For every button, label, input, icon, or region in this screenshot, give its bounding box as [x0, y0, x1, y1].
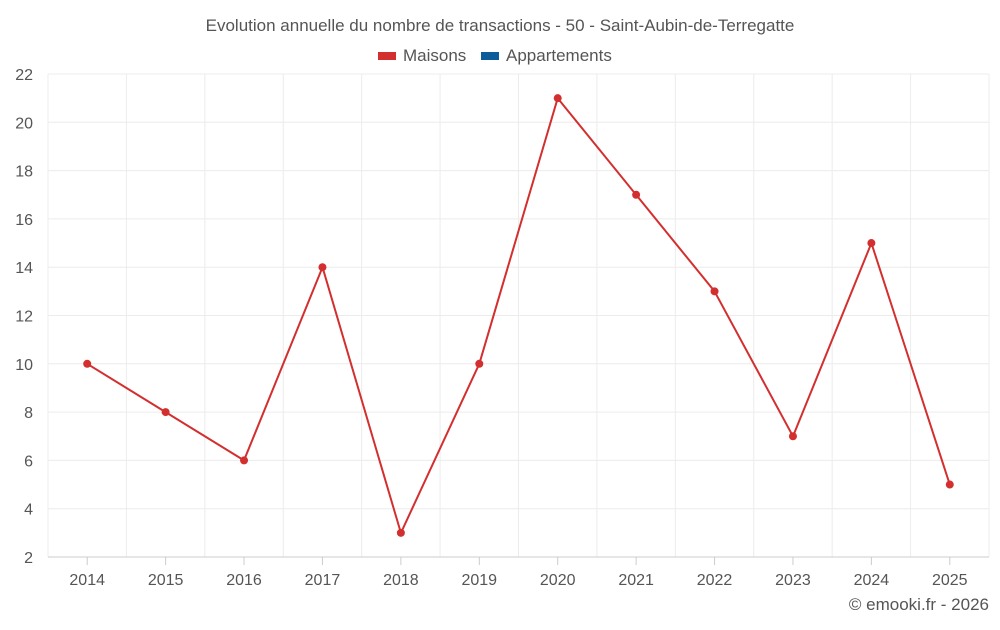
y-tick-label: 4 — [24, 502, 33, 519]
data-point — [553, 94, 562, 103]
x-tick-label: 2017 — [305, 572, 341, 589]
x-tick-label: 2024 — [854, 572, 890, 589]
x-tick-label: 2023 — [775, 572, 811, 589]
legend-swatch-appartements — [481, 52, 499, 60]
data-point — [867, 239, 876, 248]
data-point — [710, 287, 719, 296]
data-point — [83, 359, 92, 368]
series-maisons — [83, 94, 954, 537]
legend-item-appartements[interactable]: Appartements — [481, 46, 612, 65]
x-tick-label: 2022 — [697, 572, 733, 589]
legend-swatch-maisons — [378, 52, 396, 60]
y-tick-label: 16 — [15, 212, 33, 229]
grid — [47, 73, 990, 558]
data-point — [788, 432, 797, 441]
y-tick-label: 14 — [15, 260, 33, 277]
data-point — [475, 359, 484, 368]
y-tick-label: 12 — [15, 309, 33, 326]
credit-text: © emooki.fr - 2026 — [849, 595, 989, 614]
y-tick-label: 8 — [24, 405, 33, 422]
y-tick-label: 6 — [24, 453, 33, 470]
x-tick-label: 2025 — [932, 572, 968, 589]
y-tick-label: 20 — [15, 115, 33, 132]
x-tick-label: 2015 — [148, 572, 184, 589]
y-tick-label: 18 — [15, 164, 33, 181]
x-tick-label: 2018 — [383, 572, 419, 589]
y-tick-label: 10 — [15, 357, 33, 374]
data-point — [161, 408, 170, 417]
data-point — [318, 263, 327, 272]
legend-label-maisons: Maisons — [403, 46, 466, 65]
series-line-maisons — [86, 97, 951, 534]
x-tick-label: 2020 — [540, 572, 576, 589]
chart-title: Evolution annuelle du nombre de transact… — [206, 16, 795, 35]
x-tick-label: 2019 — [461, 572, 497, 589]
legend-label-appartements: Appartements — [506, 46, 612, 65]
data-point — [632, 190, 641, 199]
y-tick-label: 2 — [24, 550, 33, 567]
legend-item-maisons[interactable]: Maisons — [378, 46, 466, 65]
data-point — [945, 480, 954, 489]
x-tick-label: 2014 — [69, 572, 105, 589]
x-tick-label: 2016 — [226, 572, 262, 589]
y-tick-label: 22 — [15, 67, 33, 84]
legend: Maisons Appartements — [378, 46, 612, 65]
data-point — [396, 528, 405, 537]
data-point — [240, 456, 249, 465]
x-tick-label: 2021 — [618, 572, 654, 589]
